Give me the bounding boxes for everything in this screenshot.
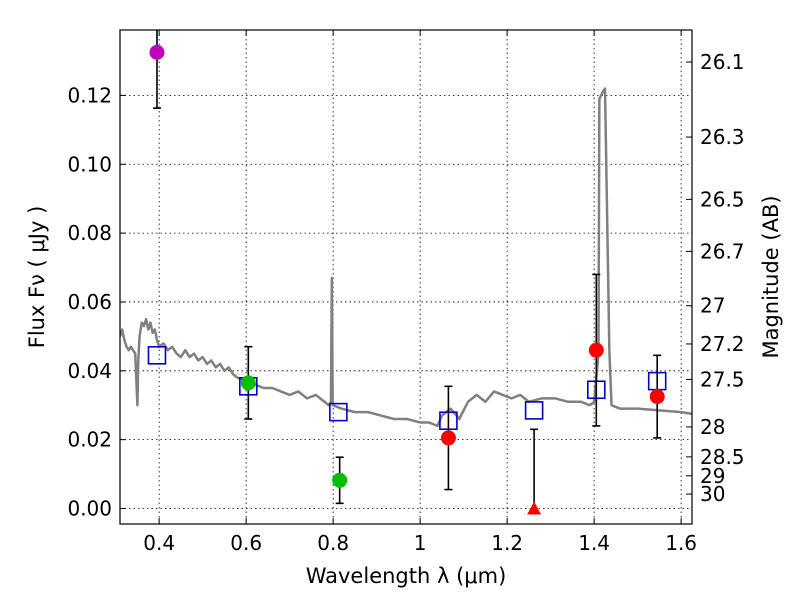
y-tick-label: 0.02 [67,428,112,452]
x-tick-label: 1 [414,531,427,555]
axis-ticks: 0.4 0.6 0.8 1 1.2 1.4 1.6 0.00 0.02 0.04 0.06 0.08 0… [67,30,745,555]
mag-tick-label: 30 [700,482,725,506]
observed-flux-point [149,44,165,60]
model-sed-line [120,87,692,428]
upper-limit-marker [527,501,542,515]
model-flux-square [587,380,606,400]
observed-flux-point [440,430,456,446]
mag-tick-label: 28.5 [700,445,745,469]
observed-flux-point [649,389,665,405]
grid-lines [120,30,692,524]
mag-tick-label: 27 [700,294,725,318]
x-tick-label: 0.8 [317,531,349,555]
y-tick-label: 0.10 [67,152,112,176]
mag-tick-label: 28 [700,415,725,439]
y-tick-label: 0.06 [67,290,112,314]
y-tick-label: 0.04 [67,359,112,383]
x-tick-label: 0.6 [230,531,262,555]
x-axis-label: Wavelength λ (μm) [306,564,507,588]
y-axis-label: Flux Fν ( μJy ) [25,206,49,349]
x-tick-label: 1.6 [665,531,697,555]
mag-tick-label: 26.1 [700,50,745,74]
mag-tick-label: 27.2 [700,332,745,356]
mag-tick-label: 26.5 [700,187,745,211]
observed-flux-point [332,472,348,488]
model-flux-square [439,411,458,431]
model-flux-square [147,346,167,365]
y-tick-label: 0.00 [67,497,112,521]
observed-flux-point [240,375,256,391]
mag-tick-label: 26.7 [700,239,745,263]
model-flux-square [524,401,544,420]
x-tick-label: 0.4 [143,531,175,555]
y-right-axis-label: Magnitude (AB) [759,195,783,358]
plot-frame [119,29,693,525]
mag-tick-label: 29 [700,464,725,488]
series-layer [120,30,692,515]
x-tick-label: 1.2 [491,531,523,555]
x-tick-label: 1.4 [578,531,610,555]
y-tick-label: 0.12 [67,83,112,107]
mag-tick-label: 27.5 [700,367,745,391]
observed-flux-point [588,342,604,358]
mag-tick-label: 26.3 [700,125,745,149]
model-flux-square [329,402,348,422]
y-tick-label: 0.08 [67,221,112,245]
